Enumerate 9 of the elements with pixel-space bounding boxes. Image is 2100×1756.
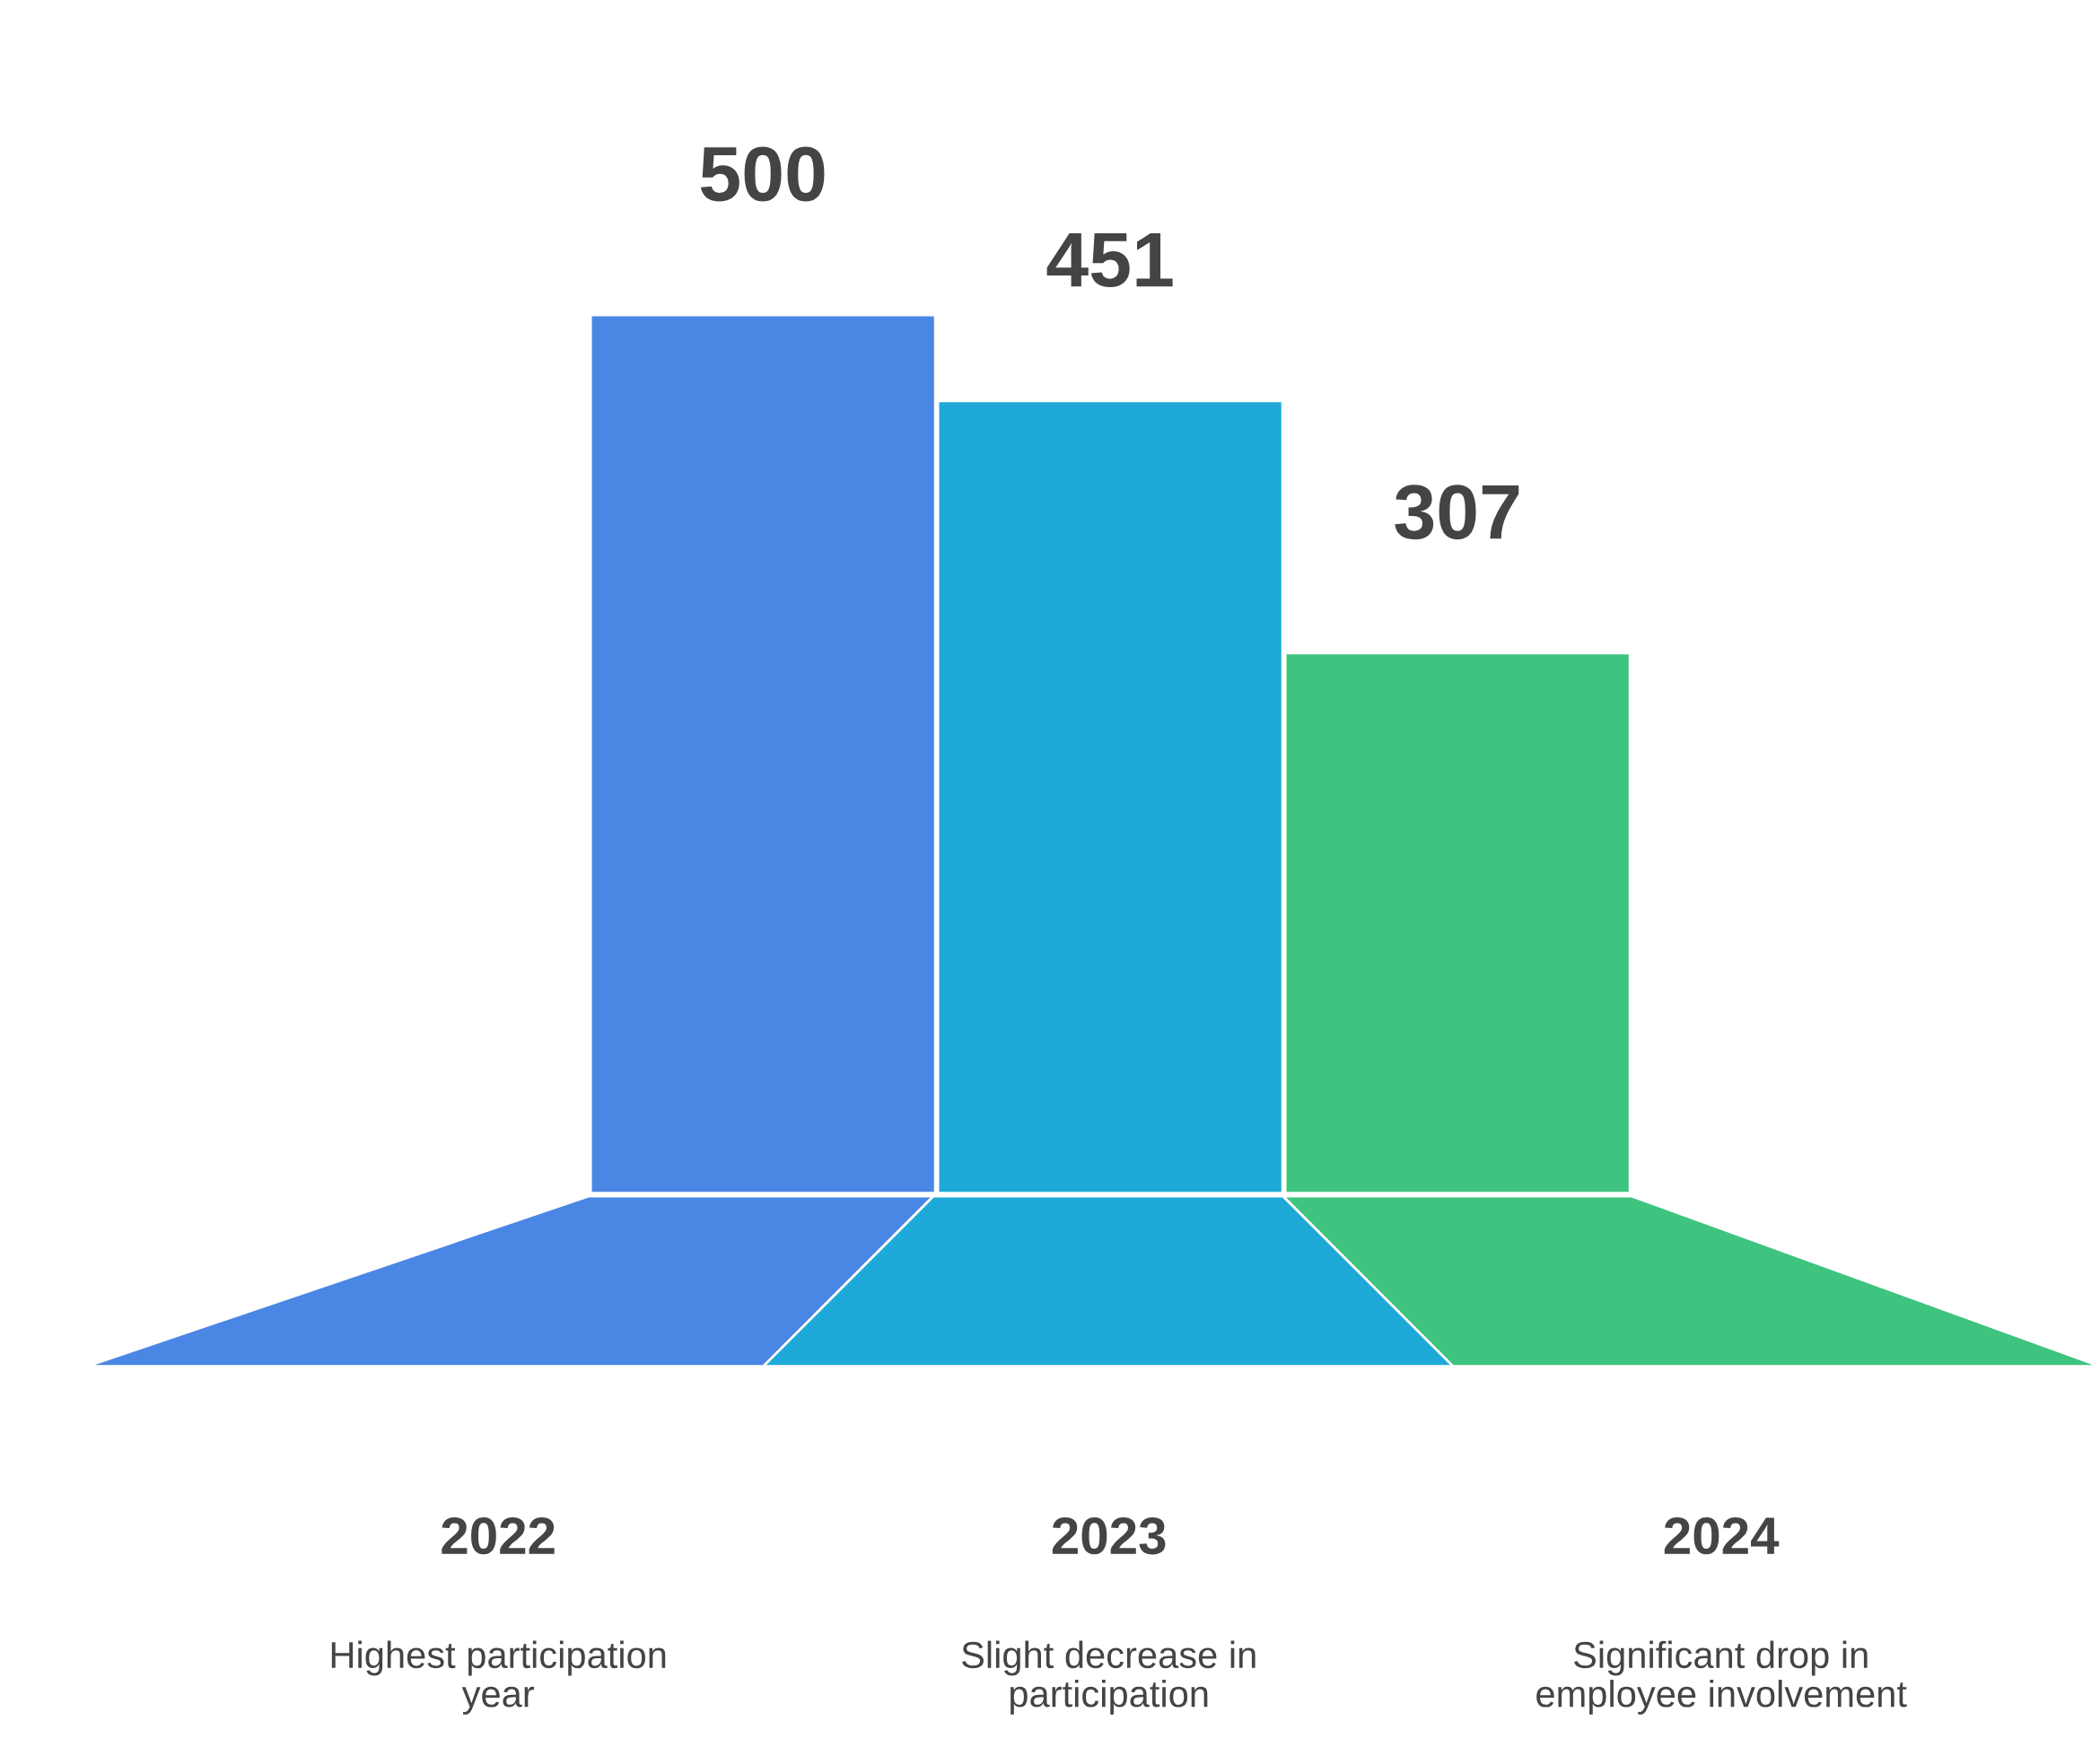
data-label: 500	[700, 146, 825, 202]
x-tick-label: 2023	[1052, 1517, 1166, 1555]
data-label: 307	[1395, 485, 1519, 540]
x-tick-label: 2022	[442, 1517, 555, 1555]
text: Significant drop in employee involvement	[1536, 1640, 1907, 1715]
x-tick-label: 2024	[1664, 1517, 1780, 1555]
text: Highest participation year	[331, 1640, 666, 1715]
data-label: 451	[1046, 232, 1173, 288]
text: Slight decrease in participation	[961, 1640, 1256, 1715]
